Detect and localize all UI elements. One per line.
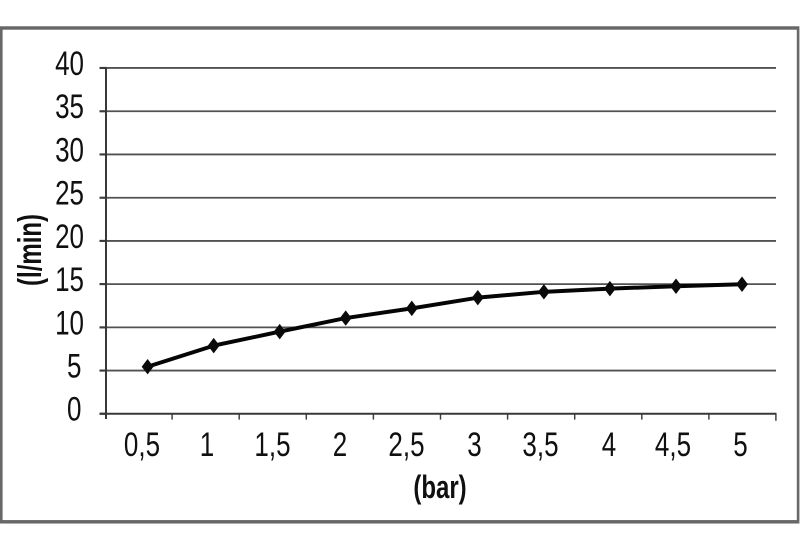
svg-text:30: 30 — [55, 131, 84, 169]
svg-text:1: 1 — [200, 425, 214, 463]
svg-text:40: 40 — [55, 44, 84, 82]
svg-text:2,5: 2,5 — [388, 425, 424, 463]
svg-text:20: 20 — [55, 217, 84, 255]
svg-text:35: 35 — [55, 88, 84, 126]
svg-text:15: 15 — [55, 260, 84, 298]
svg-text:5: 5 — [733, 425, 747, 463]
svg-text:4,5: 4,5 — [655, 425, 691, 463]
svg-text:5: 5 — [67, 347, 81, 385]
svg-text:1,5: 1,5 — [254, 425, 290, 463]
svg-text:25: 25 — [55, 174, 84, 212]
svg-text:3: 3 — [467, 425, 481, 463]
svg-text:2: 2 — [333, 425, 347, 463]
svg-text:(bar): (bar) — [413, 469, 466, 505]
svg-text:(l/min): (l/min) — [12, 214, 49, 286]
svg-text:0,5: 0,5 — [124, 425, 160, 463]
svg-text:3,5: 3,5 — [522, 425, 558, 463]
svg-text:4: 4 — [602, 425, 616, 463]
svg-text:10: 10 — [55, 304, 84, 342]
svg-text:0: 0 — [67, 390, 81, 428]
